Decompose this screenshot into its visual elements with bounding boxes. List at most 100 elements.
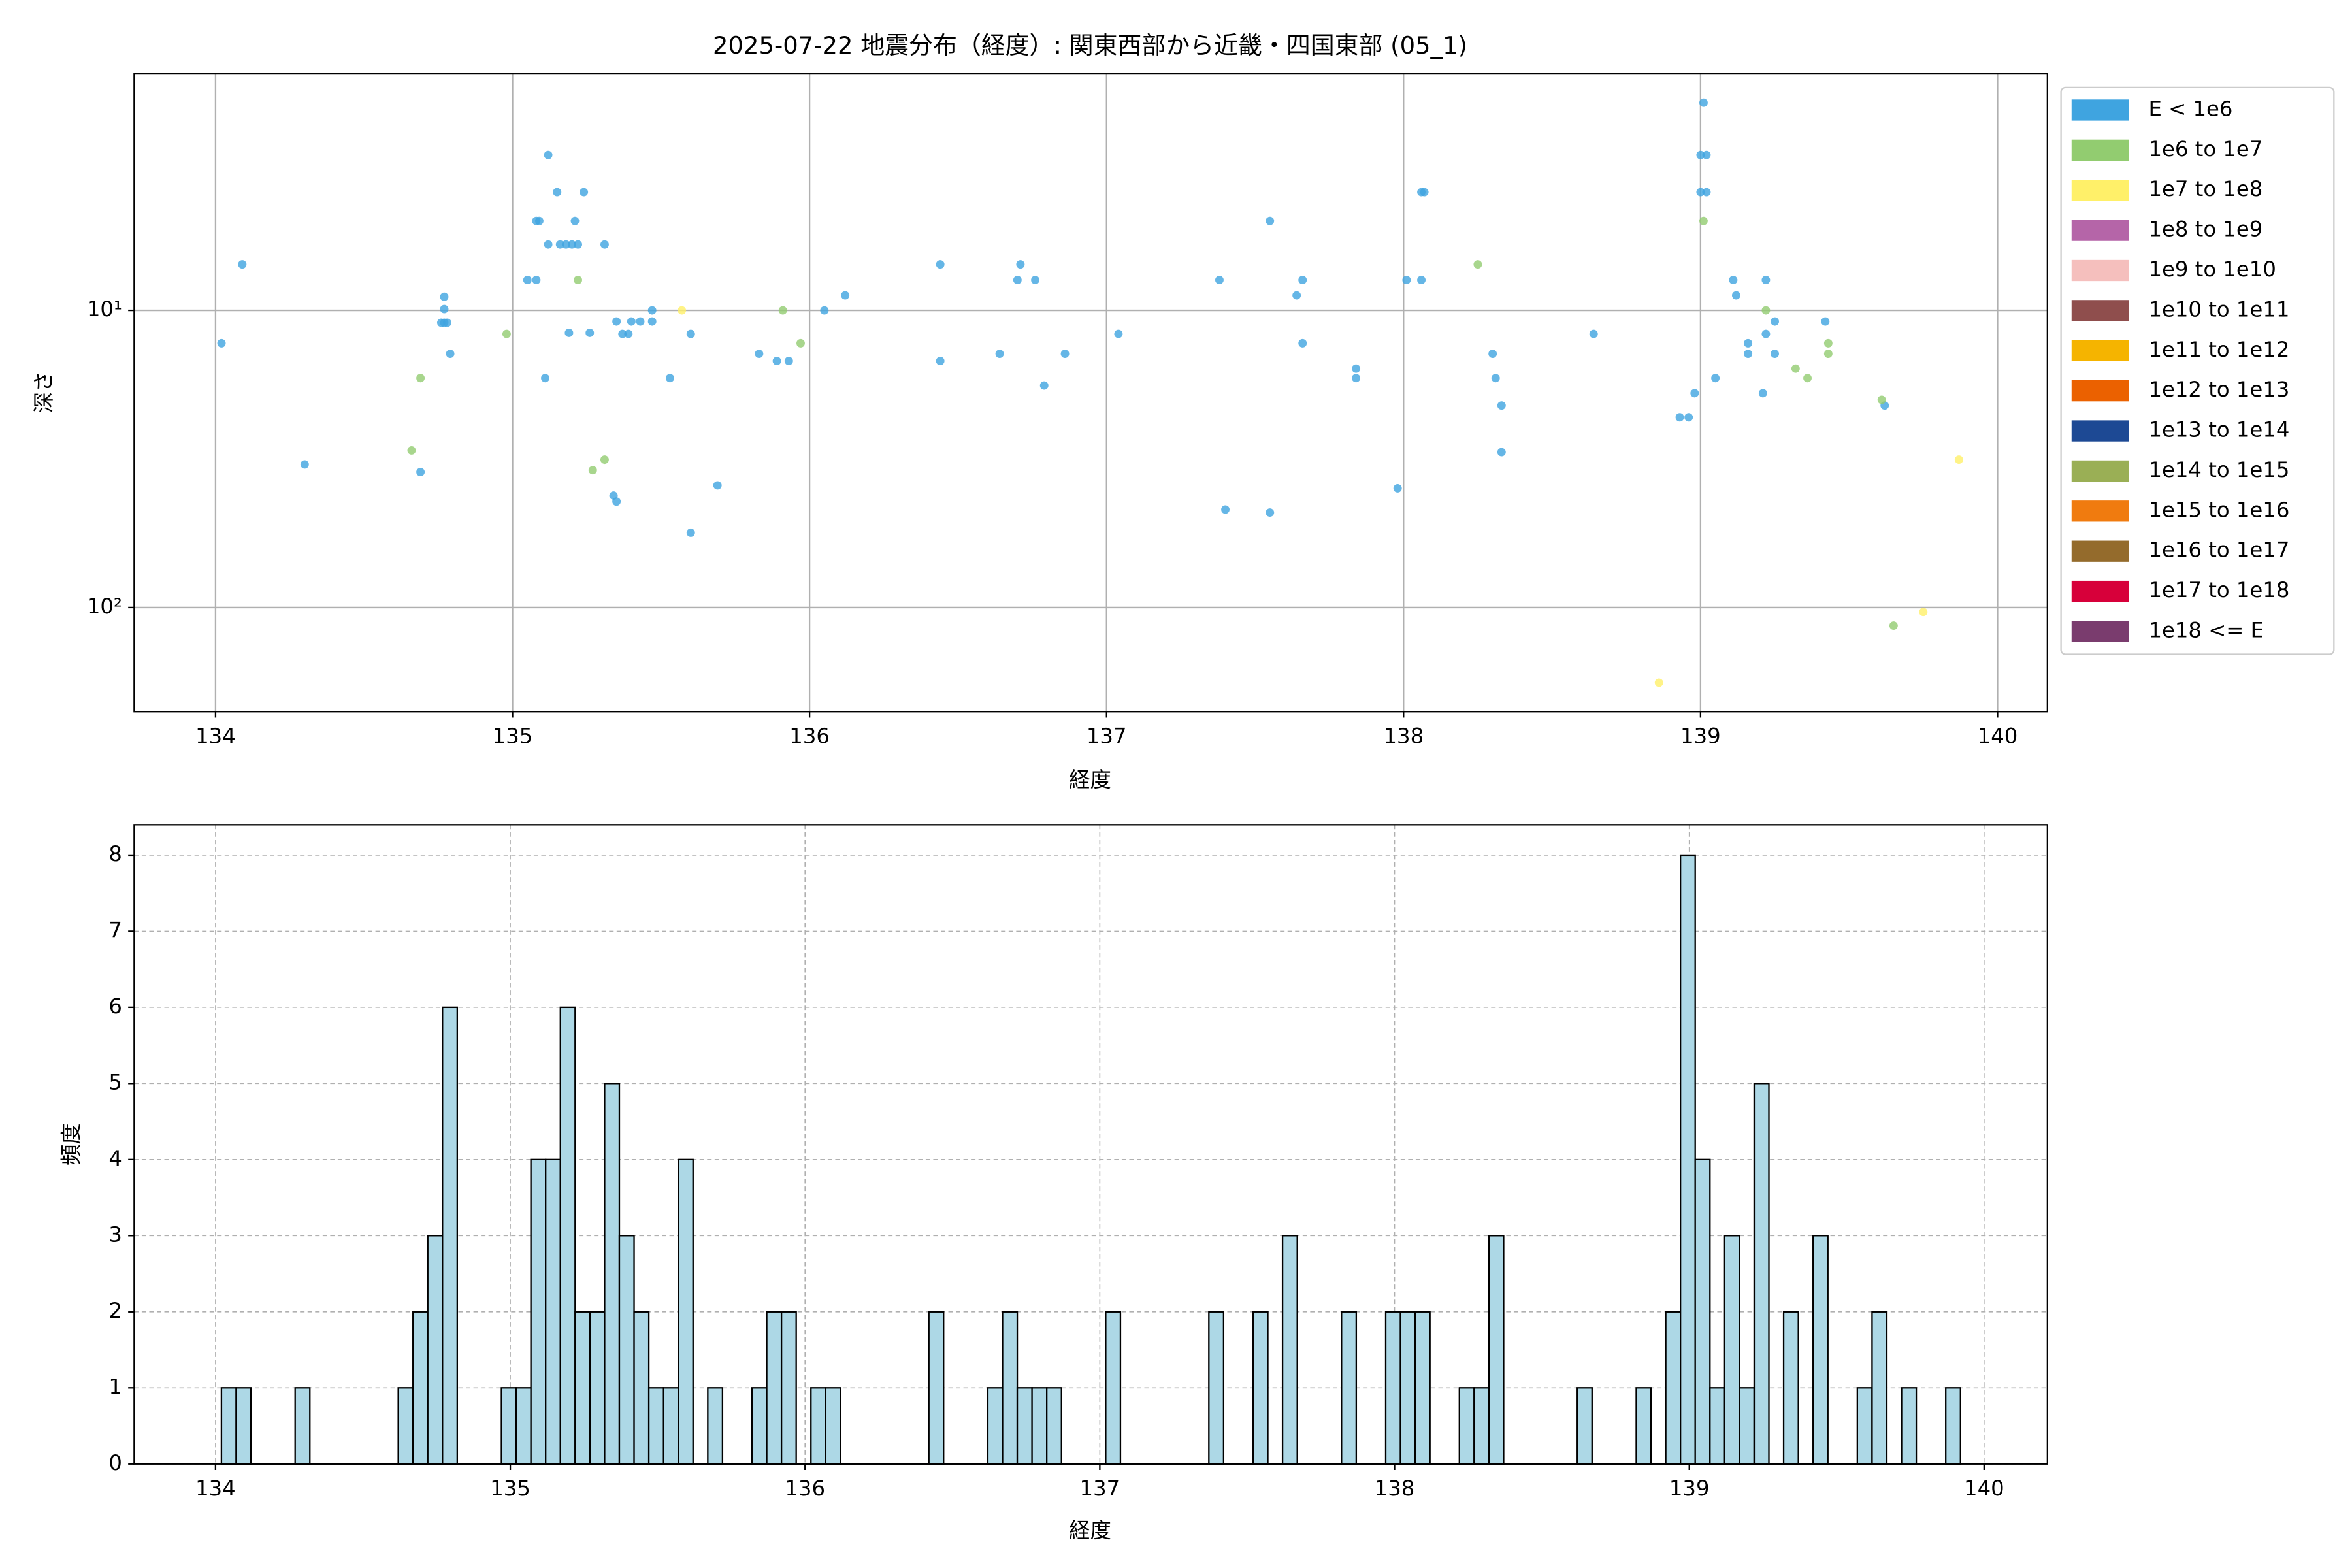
point: [647, 317, 657, 326]
point: [532, 216, 541, 225]
point: [1352, 364, 1361, 373]
point: [238, 260, 247, 269]
point: [1488, 350, 1497, 359]
point: [1497, 401, 1506, 410]
point: [1215, 276, 1224, 284]
point: [564, 328, 574, 337]
bar: [1252, 1311, 1269, 1465]
bar: [633, 1311, 650, 1465]
bar: [647, 1387, 664, 1465]
x-axis-label: 経度: [1069, 767, 1111, 792]
bar: [442, 1006, 459, 1465]
y-axis-label: 頻度: [59, 1123, 84, 1166]
x-tick-label: 137: [1086, 723, 1127, 748]
legend-swatch: [2071, 580, 2129, 602]
point: [561, 240, 570, 249]
point: [585, 328, 595, 337]
bar: [1782, 1311, 1799, 1465]
point: [618, 329, 627, 338]
legend-label: 1e6 to 1e7: [2148, 137, 2262, 161]
point: [624, 329, 633, 338]
bar: [589, 1311, 606, 1465]
point: [544, 150, 553, 159]
bar: [1871, 1311, 1888, 1465]
bar: [220, 1387, 237, 1465]
point: [1352, 374, 1361, 383]
point: [686, 528, 695, 537]
legend-label: 1e9 to 1e10: [2148, 257, 2276, 282]
bar: [545, 1158, 561, 1465]
legend-label: 1e14 to 1e15: [2148, 457, 2289, 482]
bar: [1945, 1387, 1961, 1465]
point: [600, 455, 609, 465]
point: [820, 306, 829, 315]
bar: [574, 1311, 591, 1465]
point: [1791, 364, 1800, 373]
point: [1744, 350, 1753, 359]
legend-swatch: [2071, 540, 2129, 562]
point: [678, 306, 687, 315]
grid: [134, 74, 2048, 712]
legend-swatch: [2071, 99, 2129, 121]
legend-swatch: [2071, 380, 2129, 402]
point: [1771, 317, 1779, 326]
x-tick-label: 140: [1978, 723, 2018, 748]
point: [1402, 276, 1411, 284]
bar: [1665, 1311, 1682, 1465]
point: [713, 481, 722, 490]
point: [936, 260, 945, 269]
bar: [707, 1387, 724, 1465]
legend-swatch: [2071, 621, 2129, 642]
point: [1823, 338, 1833, 348]
point: [446, 350, 455, 359]
point: [647, 306, 657, 315]
point: [574, 276, 583, 284]
point: [1497, 448, 1506, 457]
point: [300, 460, 309, 469]
point: [1761, 276, 1771, 284]
point: [1919, 608, 1928, 617]
point: [416, 374, 425, 383]
bar: [1341, 1311, 1358, 1465]
legend-swatch: [2071, 500, 2129, 522]
bar: [1399, 1311, 1416, 1465]
bar: [810, 1387, 826, 1465]
bar: [604, 1083, 621, 1465]
point: [523, 276, 532, 284]
point: [407, 446, 416, 455]
legend-label: 1e11 to 1e12: [2148, 337, 2289, 362]
bar: [235, 1387, 252, 1465]
point: [567, 240, 576, 249]
plot-frame: [133, 824, 2048, 1465]
point: [1758, 389, 1767, 398]
bar: [1709, 1387, 1725, 1465]
point: [1699, 98, 1708, 107]
legend-swatch: [2071, 139, 2129, 161]
point: [541, 374, 549, 383]
point: [995, 350, 1004, 359]
bar: [1414, 1311, 1431, 1465]
point: [772, 357, 781, 365]
legend-label: 1e18 <= E: [2148, 617, 2264, 642]
point: [1696, 188, 1705, 197]
y-tick-label: 7: [108, 917, 122, 942]
bar: [1635, 1387, 1652, 1465]
bar: [1488, 1235, 1505, 1465]
point: [1821, 317, 1830, 326]
point: [588, 466, 597, 475]
bar: [1105, 1311, 1122, 1465]
point: [1013, 276, 1022, 284]
bar: [559, 1006, 576, 1465]
legend-label: 1e8 to 1e9: [2148, 217, 2262, 242]
point: [1731, 291, 1740, 300]
point: [1889, 621, 1898, 630]
legend-swatch: [2071, 259, 2129, 282]
point: [1298, 338, 1307, 348]
bar: [987, 1387, 1004, 1465]
bar: [1812, 1235, 1829, 1465]
bar: [530, 1158, 547, 1465]
point: [1491, 374, 1500, 383]
point: [574, 240, 583, 249]
bar: [1016, 1387, 1033, 1465]
